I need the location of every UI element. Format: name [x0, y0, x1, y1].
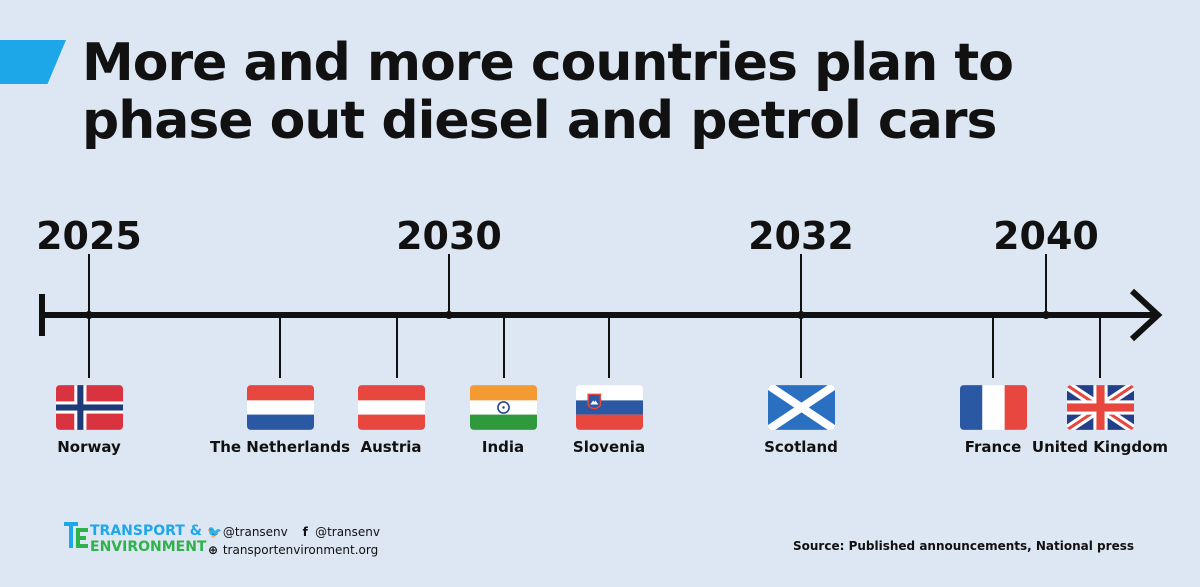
- country-uk: United Kingdom: [1025, 385, 1175, 456]
- website-link[interactable]: transportenvironment.org: [222, 543, 379, 557]
- te-logo-icon: [64, 522, 88, 548]
- globe-icon: ⊕: [207, 543, 219, 557]
- country-label: Austria: [360, 438, 422, 456]
- country-label: Scotland: [764, 438, 838, 456]
- country-netherlands: The Netherlands: [205, 385, 355, 456]
- country-india: India: [428, 385, 578, 456]
- scotland-flag-icon: [767, 385, 835, 430]
- country-label: India: [481, 438, 525, 456]
- timeline-arrow-head: [1129, 288, 1163, 342]
- year-label-2032: 2032: [748, 214, 854, 258]
- twitter-icon: 🐦: [207, 525, 222, 539]
- year-label-2040: 2040: [993, 214, 1099, 258]
- country-label: France: [964, 438, 1022, 456]
- country-label: Norway: [57, 438, 121, 456]
- twitter-handle[interactable]: @transenv: [222, 525, 288, 539]
- country-label: United Kingdom: [1031, 438, 1169, 456]
- facebook-icon: f: [302, 525, 308, 539]
- netherlands-flag-icon: [246, 385, 314, 430]
- year-label-2025: 2025: [36, 214, 142, 258]
- timeline-dot: [797, 311, 805, 319]
- country-austria: Austria: [316, 385, 466, 456]
- country-label: The Netherlands: [209, 438, 351, 456]
- facebook-handle[interactable]: @transenv: [315, 525, 381, 539]
- year-label-2030: 2030: [396, 214, 502, 258]
- timeline-dot: [445, 311, 453, 319]
- timeline-dot: [1042, 311, 1050, 319]
- social-links: 🐦 @transenv f @transenv ⊕ transportenvir…: [207, 523, 380, 559]
- brand-name: TRANSPORT & ENVIRONMENT: [90, 523, 206, 555]
- slovenia-flag-icon: [575, 385, 643, 430]
- austria-flag-icon: [357, 385, 425, 430]
- page-title: More and more countries plan to phase ou…: [82, 33, 1014, 151]
- india-flag-icon: [469, 385, 537, 430]
- timeline-dot: [85, 311, 93, 319]
- norway-flag-icon: [55, 385, 123, 430]
- brand-line-2: ENVIRONMENT: [90, 539, 207, 555]
- source-note: Source: Published announcements, Nationa…: [793, 539, 1134, 553]
- country-label: Slovenia: [572, 438, 646, 456]
- country-france: France: [918, 385, 1068, 456]
- france-flag-icon: [959, 385, 1027, 430]
- uk-flag-icon: [1066, 385, 1134, 430]
- brand-line-1: TRANSPORT &: [90, 523, 202, 539]
- country-norway: Norway: [14, 385, 164, 456]
- country-slovenia: Slovenia: [534, 385, 684, 456]
- country-scotland: Scotland: [726, 385, 876, 456]
